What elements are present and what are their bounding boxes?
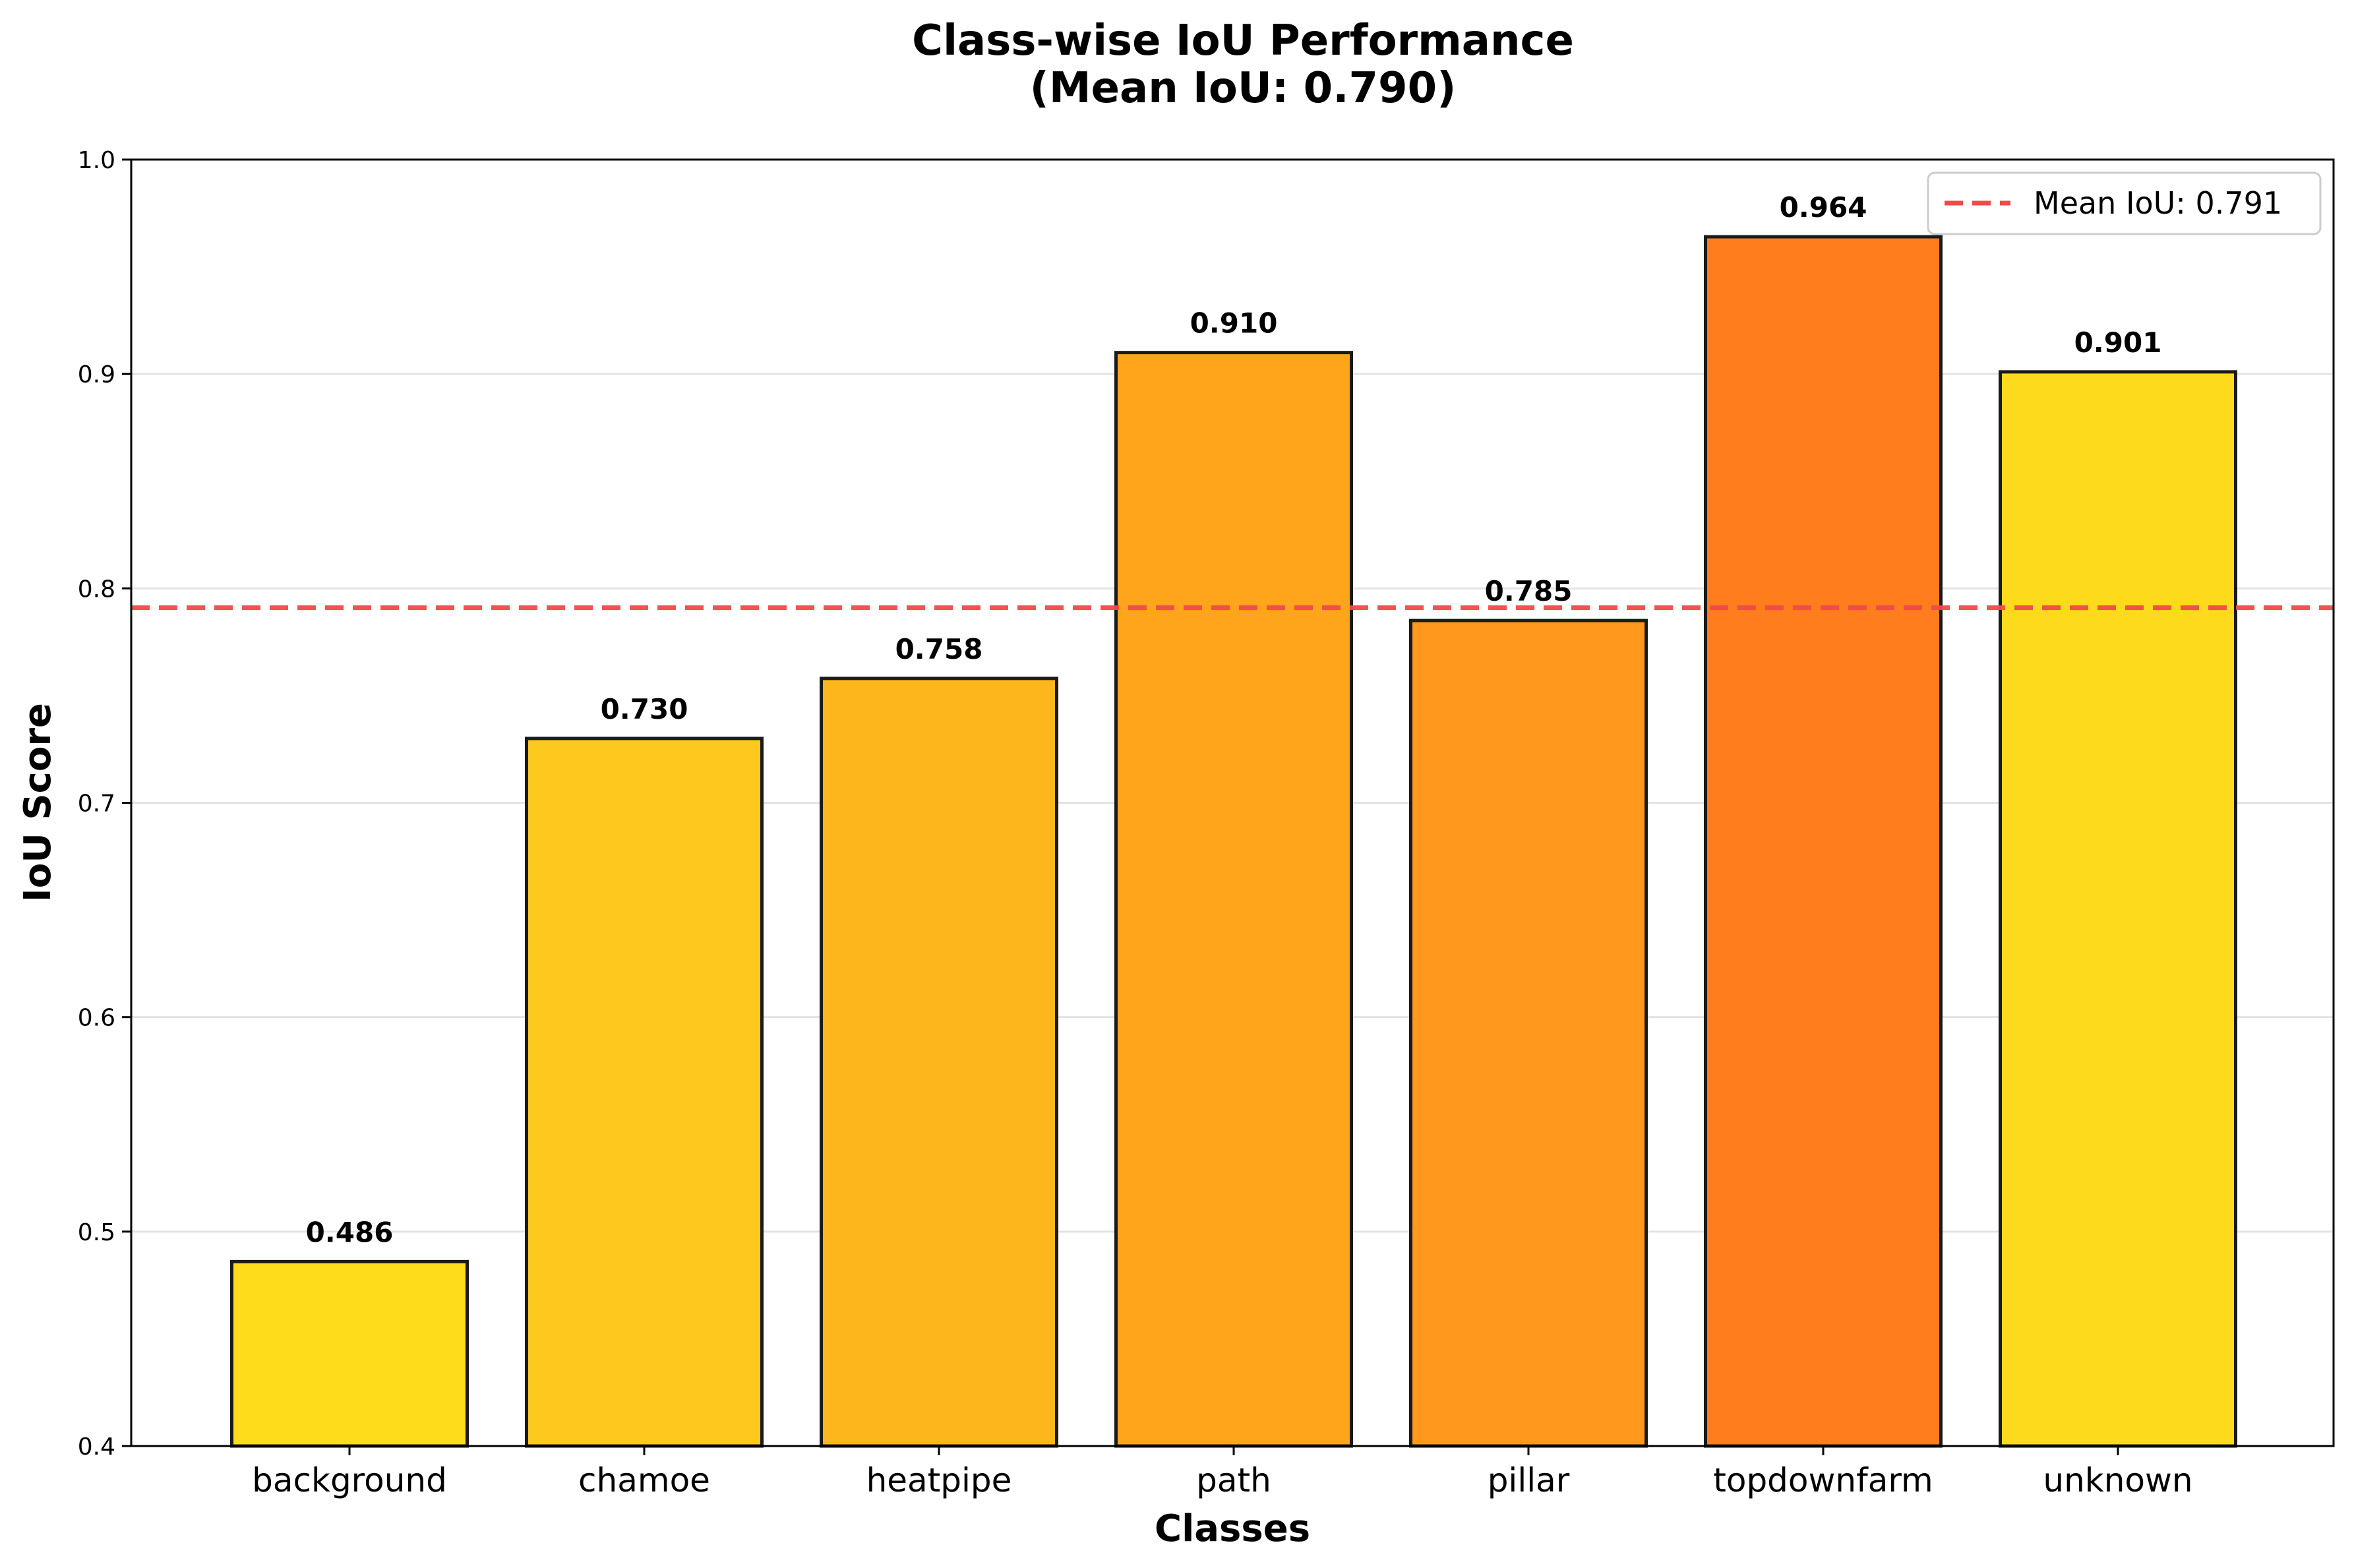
y-tick-label: 0.6 (78, 1005, 115, 1032)
bar-value-label: 0.758 (895, 633, 983, 665)
bar-background (230, 1259, 469, 1448)
bar-path (1114, 351, 1353, 1448)
y-tick-label: 0.7 (78, 791, 115, 818)
bar-value-label: 0.910 (1190, 307, 1278, 340)
y-axis-ticks: 0.4 0.5 0.6 0.7 0.8 0.9 1.0 (78, 147, 131, 1461)
legend-box (1927, 171, 2322, 235)
bar-value-label: 0.730 (601, 693, 688, 725)
legend: Mean IoU: 0.791 (1927, 171, 2322, 235)
bar-value-label: 0.486 (306, 1216, 394, 1248)
x-tick-label: heatpipe (866, 1461, 1012, 1499)
bar-value-label: 0.785 (1485, 575, 1573, 607)
y-tick-label: 0.8 (78, 576, 115, 603)
y-axis-label: IoU Score (16, 703, 59, 902)
x-tick-label: background (252, 1461, 447, 1499)
bar-value-label: 0.964 (1780, 191, 1867, 224)
x-tick-label: chamoe (578, 1461, 710, 1499)
x-tick-label: pillar (1488, 1461, 1570, 1499)
bar-pillar (1409, 618, 1648, 1448)
bar-value-labels: 0.486 0.730 0.758 0.910 0.785 0.964 0.901 (306, 191, 2162, 1248)
bar-unknown (1999, 370, 2237, 1448)
y-tick-label: 0.9 (78, 361, 115, 388)
bar-chamoe (525, 737, 764, 1448)
bars-group (230, 235, 2237, 1448)
y-tick-label: 0.5 (78, 1219, 115, 1246)
x-axis-ticks: background chamoe heatpipe path pillar topdow… (252, 1446, 2193, 1499)
x-tick-label: unknown (2043, 1461, 2192, 1499)
bar-heatpipe (820, 677, 1058, 1448)
y-tick-label: 0.4 (78, 1433, 115, 1461)
bar-topdownfarm (1704, 235, 1943, 1448)
y-tick-label: 1.0 (78, 147, 115, 174)
bar-value-label: 0.901 (2074, 326, 2162, 359)
x-tick-label: topdownfarm (1713, 1461, 1933, 1499)
x-axis-label: Classes (1155, 1507, 1310, 1550)
legend-entry-mean: Mean IoU: 0.791 (2034, 185, 2282, 221)
x-tick-label: path (1196, 1461, 1271, 1499)
chart-title-line-1: Class-wise IoU Performance (912, 16, 1574, 65)
chart-title-line-2: (Mean IoU: 0.790) (1030, 64, 1457, 113)
